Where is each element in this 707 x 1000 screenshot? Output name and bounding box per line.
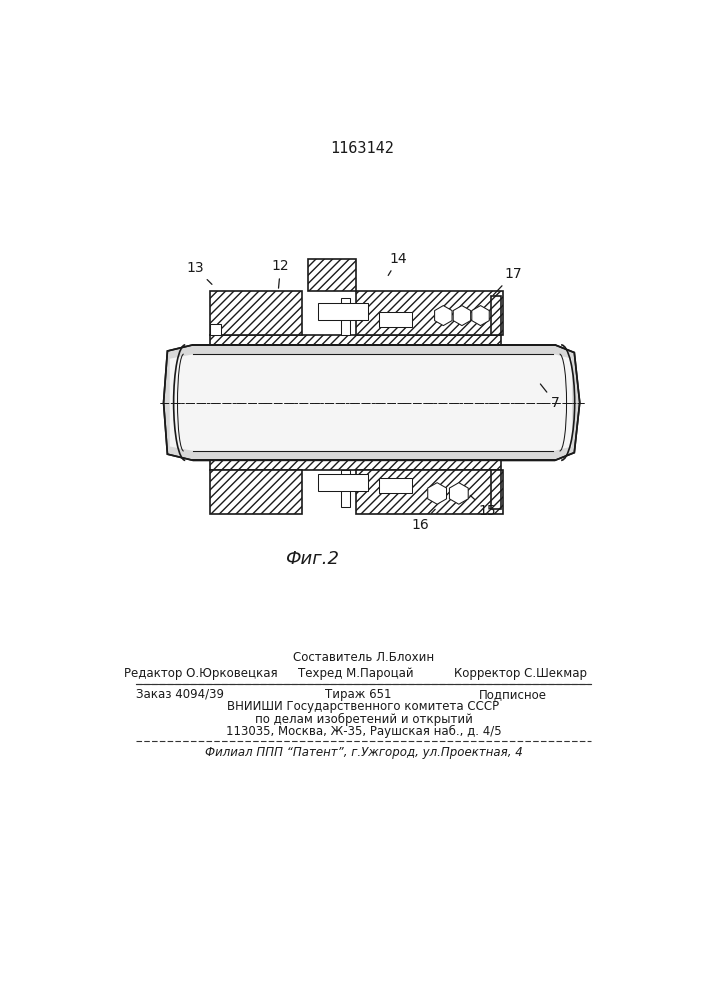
Polygon shape <box>472 306 489 326</box>
Text: 14: 14 <box>388 252 407 275</box>
Polygon shape <box>450 483 468 504</box>
Polygon shape <box>379 312 411 327</box>
Text: по делам изобретений и открытий: по делам изобретений и открытий <box>255 713 472 726</box>
Text: ВНИИШИ Государственного комитета СССР: ВНИИШИ Государственного комитета СССР <box>228 700 500 713</box>
Polygon shape <box>356 470 503 514</box>
Polygon shape <box>170 354 572 451</box>
Text: Заказ 4094/39: Заказ 4094/39 <box>136 688 224 701</box>
Text: Филиал ППП “Патент”, г.Ужгород, ул.Проектная, 4: Филиал ППП “Патент”, г.Ужгород, ул.Проек… <box>204 746 522 759</box>
Text: Редактор О.Юрковецкая: Редактор О.Юрковецкая <box>124 667 278 680</box>
Polygon shape <box>308 259 356 291</box>
Polygon shape <box>491 470 501 509</box>
Text: 7: 7 <box>540 384 560 410</box>
Text: 13: 13 <box>187 261 212 284</box>
Polygon shape <box>210 470 301 514</box>
Polygon shape <box>491 296 501 335</box>
Text: 17: 17 <box>493 267 522 295</box>
Polygon shape <box>341 470 349 507</box>
Text: Техред М.Пароцай: Техред М.Пароцай <box>298 667 414 680</box>
Polygon shape <box>428 483 447 504</box>
Polygon shape <box>210 291 301 335</box>
Text: Подписное: Подписное <box>479 688 547 701</box>
Polygon shape <box>210 335 501 345</box>
Polygon shape <box>210 460 501 470</box>
Text: 16: 16 <box>411 509 436 532</box>
Polygon shape <box>317 303 368 320</box>
Polygon shape <box>356 291 503 335</box>
Text: Фиг.2: Фиг.2 <box>285 550 339 568</box>
Polygon shape <box>453 306 471 326</box>
Polygon shape <box>379 478 411 493</box>
Polygon shape <box>210 324 221 335</box>
Polygon shape <box>317 474 368 491</box>
Text: 113035, Москва, Ж-35, Раушская наб., д. 4/5: 113035, Москва, Ж-35, Раушская наб., д. … <box>226 725 501 738</box>
Text: 12: 12 <box>271 259 289 288</box>
Polygon shape <box>435 306 452 326</box>
Polygon shape <box>163 345 580 460</box>
Text: 1163142: 1163142 <box>330 141 394 156</box>
Text: Корректор С.Шекмар: Корректор С.Шекмар <box>455 667 588 680</box>
Text: Тираж 651: Тираж 651 <box>325 688 392 701</box>
Polygon shape <box>341 298 349 335</box>
Text: 15: 15 <box>470 495 496 518</box>
Text: Составитель Л.Блохин: Составитель Л.Блохин <box>293 651 434 664</box>
